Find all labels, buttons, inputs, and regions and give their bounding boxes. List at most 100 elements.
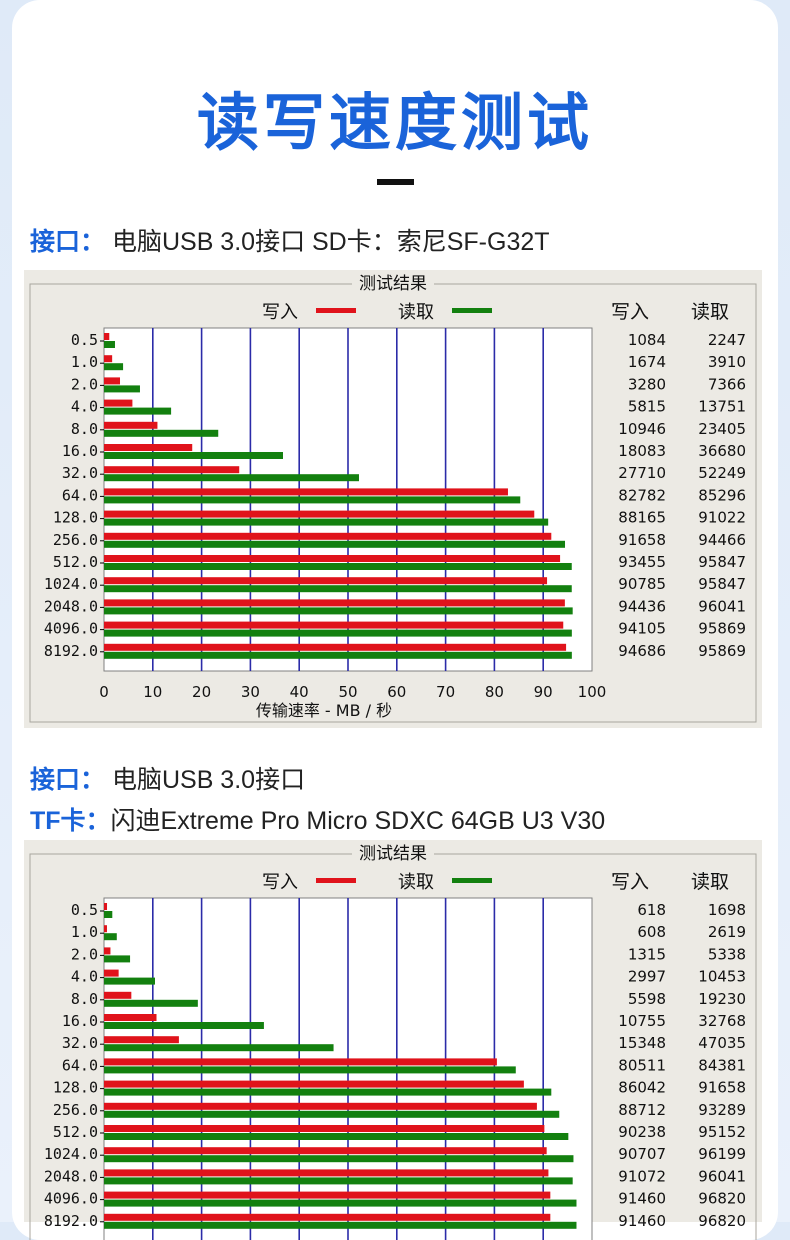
value-write: 82782 [618, 486, 666, 504]
bar-read [104, 629, 572, 637]
bar-write [104, 1147, 547, 1155]
value-read: 96820 [698, 1190, 746, 1208]
bar-read [104, 363, 124, 371]
bar-write [104, 333, 110, 340]
category-label: 2.0 [71, 375, 98, 393]
value-write: 2997 [628, 968, 666, 986]
value-read: 96041 [698, 597, 746, 615]
x-tick-label: 60 [387, 683, 406, 701]
bar-write [104, 444, 193, 451]
value-read: 2247 [708, 331, 746, 349]
bar-write [104, 399, 133, 407]
category-label: 128.0 [53, 509, 98, 527]
category-label: 64.0 [62, 1056, 98, 1074]
category-label: 8192.0 [44, 1212, 98, 1230]
value-read: 96199 [698, 1145, 746, 1163]
bar-read [104, 1155, 574, 1163]
bar-read [104, 999, 198, 1007]
chart-title: 测试结果 [359, 844, 427, 864]
x-tick-label: 20 [192, 683, 211, 701]
bar-read [104, 911, 113, 918]
x-tick-label: 100 [578, 683, 607, 701]
value-read: 19230 [698, 990, 746, 1008]
bar-read [104, 1088, 552, 1096]
value-write: 1674 [628, 353, 666, 371]
bar-write [104, 466, 240, 474]
value-write: 94686 [618, 642, 666, 660]
legend-read-label: 读取 [398, 302, 434, 323]
category-label: 2.0 [71, 945, 98, 963]
table-header-read: 读取 [691, 871, 729, 893]
category-label: 512.0 [53, 553, 98, 571]
category-label: 4.0 [71, 398, 98, 416]
value-write: 608 [637, 923, 666, 941]
bar-write [104, 991, 132, 999]
bar-write [104, 1014, 157, 1021]
category-label: 8192.0 [44, 642, 98, 660]
bar-read [104, 1221, 577, 1229]
category-label: 256.0 [53, 1101, 98, 1119]
bar-read [104, 1110, 560, 1118]
legend-read-swatch [452, 878, 492, 883]
bar-write [104, 421, 158, 429]
x-tick-label: 80 [485, 683, 504, 701]
category-label: 128.0 [53, 1079, 98, 1097]
value-write: 90707 [618, 1145, 666, 1163]
category-label: 1024.0 [44, 1145, 98, 1163]
bar-write [104, 903, 108, 910]
bar-read [104, 1066, 516, 1074]
bar-read [104, 933, 117, 941]
value-write: 27710 [618, 464, 666, 482]
bar-read [104, 585, 572, 593]
bar-write [104, 1058, 497, 1066]
category-label: 512.0 [53, 1123, 98, 1141]
bar-read [104, 540, 566, 548]
category-label: 1.0 [71, 923, 98, 941]
category-label: 16.0 [62, 442, 98, 460]
bar-read [104, 407, 172, 415]
bar-write [104, 621, 564, 629]
bar-read [104, 429, 219, 437]
value-read: 96041 [698, 1167, 746, 1185]
category-label: 64.0 [62, 486, 98, 504]
category-label: 4096.0 [44, 1190, 98, 1208]
page-title: 读写速度测试 [196, 86, 593, 159]
x-tick-label: 70 [436, 683, 455, 701]
value-read: 91658 [698, 1079, 746, 1097]
value-write: 1315 [628, 945, 666, 963]
x-tick-label: 10 [143, 683, 162, 701]
value-read: 13751 [698, 398, 746, 416]
category-label: 0.5 [71, 331, 98, 349]
x-tick-label: 30 [241, 683, 260, 701]
x-axis-label: 传输速率 - MB / 秒 [256, 701, 392, 720]
bar-read [104, 518, 549, 526]
table-header-write: 写入 [611, 301, 649, 323]
bar-write [104, 1169, 549, 1177]
bar-read [104, 1133, 569, 1140]
legend-read-swatch [452, 308, 492, 313]
section2-interface-value: 电脑USB 3.0接口 [105, 766, 306, 794]
value-read: 85296 [698, 486, 746, 504]
chart-title-bg [352, 844, 434, 862]
bar-read [104, 607, 573, 615]
value-read: 47035 [698, 1034, 746, 1052]
chart-panel-2: 测试结果 写入 读取 写入 读取 0.5 618 1698 1.0 608 2619 2.0 13… [24, 840, 762, 1240]
value-write: 5815 [628, 398, 666, 416]
value-write: 86042 [618, 1079, 666, 1097]
bar-read [104, 452, 283, 459]
value-read: 91022 [698, 509, 746, 527]
table-header-write: 写入 [611, 871, 649, 893]
bar-write [104, 555, 561, 562]
value-read: 5338 [708, 945, 746, 963]
bar-write [104, 599, 565, 607]
bar-write [104, 355, 113, 363]
value-write: 93455 [618, 553, 666, 571]
legend-write-swatch [316, 878, 356, 883]
bar-read [104, 474, 359, 482]
x-tick-label: 90 [534, 683, 553, 701]
bar-write [104, 577, 548, 585]
category-label: 1024.0 [44, 575, 98, 593]
bar-write [104, 532, 552, 540]
